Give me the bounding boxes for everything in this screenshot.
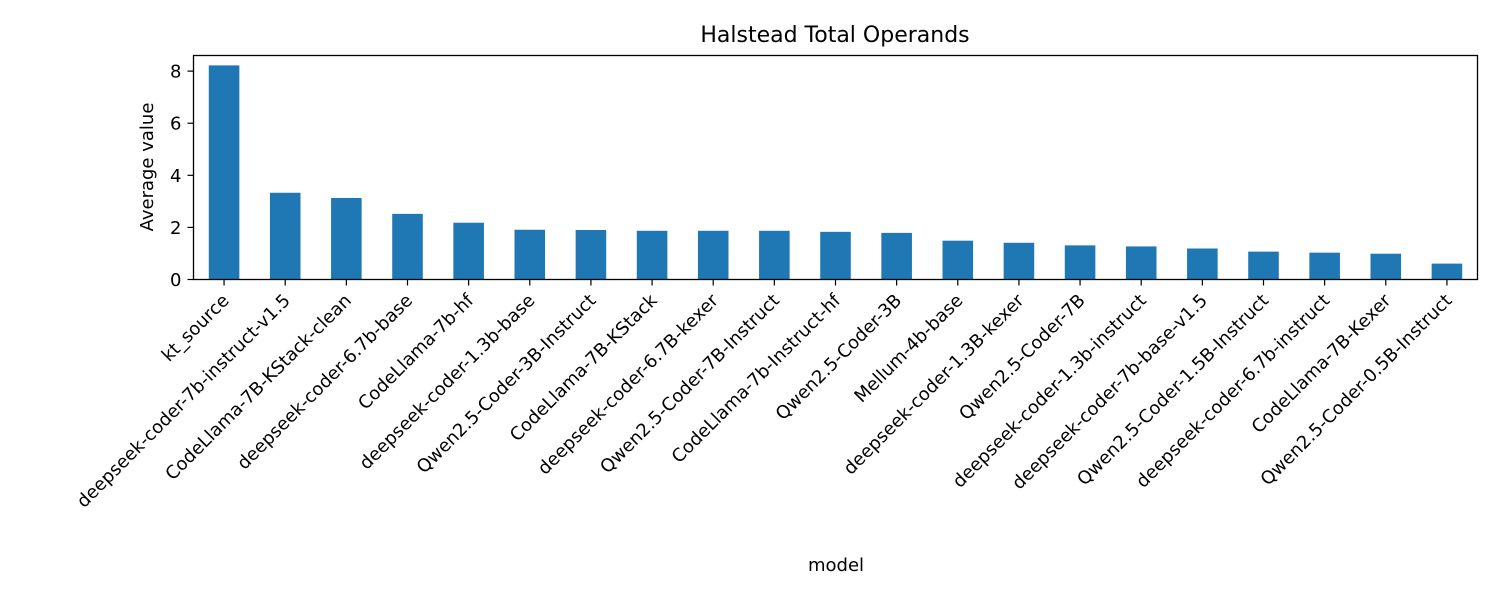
bar-8 (697, 230, 729, 280)
bar-9 (759, 230, 790, 280)
bar-6 (575, 230, 607, 280)
x-tick-label: Mellum-4b-base (850, 290, 967, 407)
y-axis-title: Average value (137, 103, 158, 232)
bar-20 (1431, 263, 1463, 280)
bar-1 (269, 192, 301, 280)
bar-17 (1248, 251, 1279, 280)
y-tick-label: 4 (170, 166, 181, 187)
bar-4 (453, 222, 484, 280)
bar-19 (1370, 253, 1402, 280)
bar-13 (1003, 242, 1035, 280)
x-tick-label: CodeLlama-7b-hf (354, 290, 478, 414)
y-tick-label: 8 (170, 62, 181, 83)
bars-layer (208, 65, 1463, 280)
bar-5 (514, 229, 546, 280)
plot-frame (192, 54, 1479, 281)
bar-7 (636, 230, 668, 280)
x-axis-title: model (808, 555, 864, 576)
y-tick-label: 6 (170, 114, 181, 135)
bar-11 (881, 232, 912, 280)
chart-title: Halstead Total Operands (700, 23, 969, 48)
bar-3 (392, 213, 423, 280)
y-tick-label: 2 (170, 218, 181, 239)
x-tick-label: deepseek-coder-7b-instruct-v1.5 (73, 290, 295, 512)
bar-2 (331, 197, 362, 280)
bar-0 (208, 65, 240, 280)
bar-12 (942, 240, 974, 280)
ticks-layer: kt_sourcedeepseek-coder-7b-instruct-v1.5… (73, 62, 1457, 513)
y-tick-label: 0 (170, 270, 181, 291)
bar-18 (1309, 252, 1340, 280)
bar-10 (820, 231, 851, 280)
bar-15 (1125, 246, 1157, 280)
bar-14 (1064, 245, 1096, 280)
bar-16 (1187, 248, 1218, 280)
